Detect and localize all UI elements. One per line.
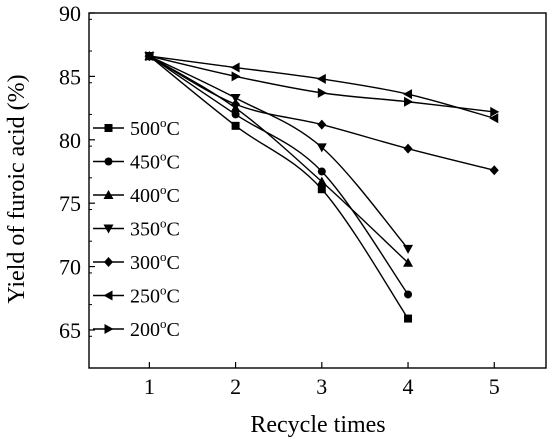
legend-label: 400oC xyxy=(130,182,180,207)
legend-item-4: 300oC xyxy=(93,249,180,274)
data-point xyxy=(317,119,327,130)
data-point xyxy=(145,51,155,62)
series-line xyxy=(149,55,409,250)
axes: 1 2 3 4 5 65 70 75 80 85 90 xyxy=(59,1,547,399)
plot-frame xyxy=(88,12,547,369)
y-tick-label: 80 xyxy=(59,128,81,153)
legend: 500oC 450oC 400oC 350oC 300oC 250oC 200oC xyxy=(93,115,180,341)
legend-item-5: 250oC xyxy=(93,283,180,308)
legend-item-2: 400oC xyxy=(93,182,180,207)
data-point xyxy=(317,87,327,98)
series-line xyxy=(149,55,495,171)
y-tick-label: 85 xyxy=(59,64,81,89)
data-point xyxy=(404,96,414,107)
data-point xyxy=(316,143,327,153)
legend-marker xyxy=(103,290,113,301)
legend-marker xyxy=(104,257,113,267)
y-tick-label: 70 xyxy=(59,255,81,280)
data-point xyxy=(403,143,413,154)
legend-label: 450oC xyxy=(130,149,180,174)
series-4 xyxy=(144,51,499,176)
data-point xyxy=(231,110,240,119)
legend-label: 500oC xyxy=(130,115,180,140)
legend-marker xyxy=(104,324,114,334)
y-axis-title: Yield of furoic acid (%) xyxy=(4,74,30,303)
series-line xyxy=(148,55,409,319)
data-point xyxy=(404,290,413,299)
series-line xyxy=(148,55,409,264)
legend-item-0: 500oC xyxy=(93,115,180,140)
series-5 xyxy=(144,51,499,124)
data-point xyxy=(403,89,413,100)
series-0 xyxy=(145,52,413,323)
x-tick-label: 1 xyxy=(144,374,155,399)
legend-item-6: 200oC xyxy=(93,316,180,341)
legend-label: 250oC xyxy=(130,283,180,308)
legend-marker xyxy=(103,190,114,199)
data-point xyxy=(231,121,240,130)
data-point xyxy=(230,93,241,103)
data-point xyxy=(489,165,499,176)
y-tick-label: 90 xyxy=(59,1,81,26)
series-6 xyxy=(145,51,500,117)
data-point xyxy=(317,185,326,194)
legend-label: 200oC xyxy=(130,316,180,341)
data-point xyxy=(231,99,241,110)
series-line xyxy=(148,55,409,295)
legend-marker xyxy=(104,157,113,166)
series-2 xyxy=(144,51,414,267)
data-point xyxy=(317,167,326,176)
legend-marker xyxy=(104,124,113,132)
series-3 xyxy=(144,52,414,254)
data-point xyxy=(403,257,414,267)
data-point xyxy=(230,62,240,73)
series-layer xyxy=(144,51,500,323)
data-point xyxy=(316,73,326,84)
x-tick-label: 4 xyxy=(403,374,414,399)
y-tick-label: 75 xyxy=(59,191,81,216)
data-point xyxy=(316,176,327,186)
legend-label: 350oC xyxy=(130,216,180,241)
y-tick-label: 65 xyxy=(59,318,81,343)
data-point xyxy=(490,106,500,117)
data-point xyxy=(404,314,413,323)
legend-item-1: 450oC xyxy=(93,149,180,174)
x-tick-label: 3 xyxy=(316,374,327,399)
x-tick-label: 2 xyxy=(230,374,241,399)
data-point xyxy=(231,71,241,82)
legend-item-3: 350oC xyxy=(93,216,180,241)
data-point xyxy=(403,244,414,254)
legend-label: 300oC xyxy=(130,249,180,274)
x-tick-label: 5 xyxy=(489,374,500,399)
x-axis-title: Recycle times xyxy=(250,412,385,438)
legend-marker xyxy=(103,224,114,234)
data-point xyxy=(489,113,499,124)
